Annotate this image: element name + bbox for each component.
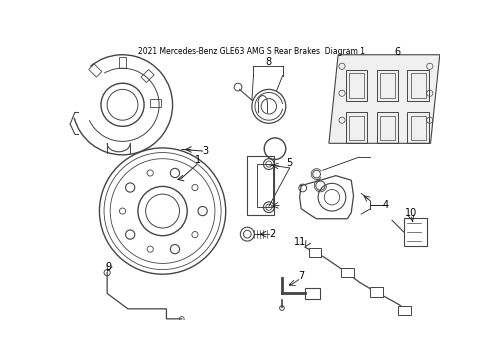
Text: 3: 3 [202, 146, 208, 156]
Text: 1: 1 [195, 155, 201, 165]
Bar [305, 288, 320, 299]
Bar [408, 70, 429, 101]
Bar [408, 112, 429, 143]
Text: 2: 2 [269, 229, 275, 239]
Bar [377, 70, 398, 101]
Polygon shape [329, 55, 440, 143]
Text: 9: 9 [106, 261, 112, 271]
Bar [141, 69, 154, 82]
Text: 11: 11 [294, 237, 306, 247]
Bar [349, 116, 365, 140]
Bar [341, 268, 354, 277]
Text: 5: 5 [287, 158, 293, 167]
Bar [257, 164, 272, 207]
Bar [380, 116, 395, 140]
Bar [370, 287, 383, 297]
Text: 8: 8 [265, 57, 271, 67]
Bar [377, 112, 398, 143]
Bar [398, 306, 411, 315]
Bar [247, 156, 274, 215]
Bar [404, 218, 427, 246]
Bar [150, 99, 161, 107]
Text: 6: 6 [394, 48, 400, 58]
Text: 10: 10 [405, 208, 417, 217]
Bar [89, 64, 102, 77]
Bar [349, 73, 365, 98]
Bar [346, 112, 368, 143]
Bar [346, 70, 368, 101]
Text: 4: 4 [383, 200, 389, 210]
Bar [380, 73, 395, 98]
Bar [309, 248, 321, 257]
Bar [411, 116, 426, 140]
Bar [119, 57, 126, 68]
Text: 2021 Mercedes-Benz GLE63 AMG S Rear Brakes  Diagram 1: 2021 Mercedes-Benz GLE63 AMG S Rear Brak… [138, 47, 365, 56]
Bar [411, 73, 426, 98]
Text: 7: 7 [298, 271, 304, 281]
